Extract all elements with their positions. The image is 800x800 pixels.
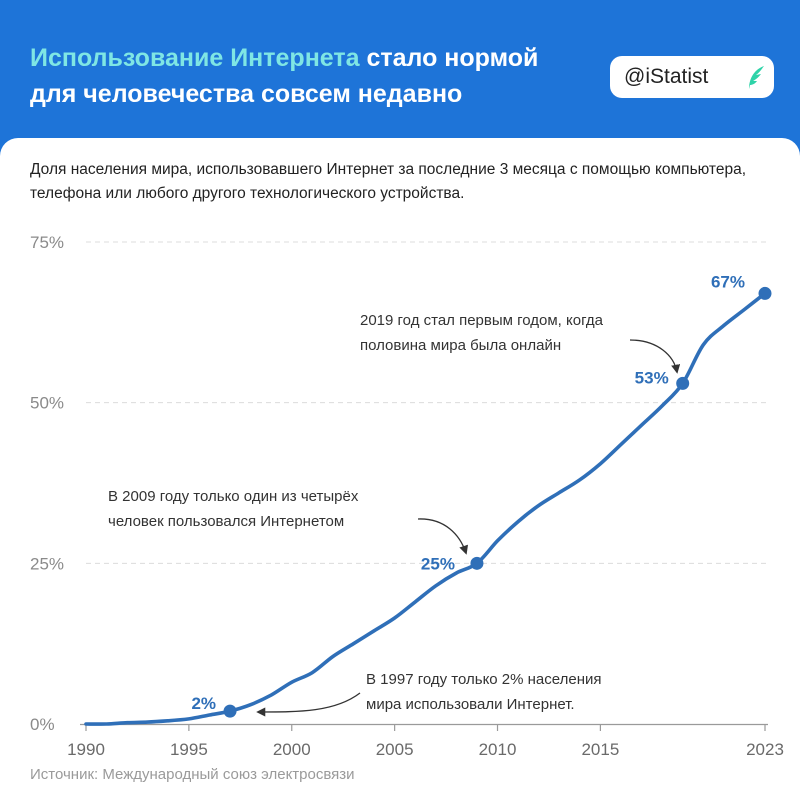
annotation-arrow [417,518,469,555]
annotation-text: 2019 год стал первым годом, когда половин… [360,312,604,354]
badge-text: @iStatist [624,65,709,88]
y-tick-label: 0% [30,715,55,734]
annotation-line: 2019 год стал первым годом, когда [360,312,604,329]
annotation-text: В 2009 году только один из четырёх челове… [108,488,359,530]
data-point [676,376,690,390]
annotation: В 1997 году только 2% населения мира испо… [256,671,602,717]
x-tick-label: 1990 [67,740,105,759]
istatist-badge[interactable]: @iStatist [610,56,774,98]
annotation-line: В 2009 году только один из четырёх [108,488,359,505]
y-tick-label: 75% [30,233,64,252]
x-tick-label: 2010 [479,740,517,759]
annotation-line: В 1997 году только 2% населения [366,671,602,688]
y-tick-label: 25% [30,554,64,573]
annotation-arrow [629,339,681,374]
annotation-line: мира использовали Интернет. [366,696,575,713]
annotation-text: В 1997 году только 2% населения мира испо… [366,671,602,713]
data-point [470,556,484,570]
data-point [758,286,772,300]
annotation: В 2009 году только один из четырёх челове… [108,488,469,555]
chart-subtitle: Доля населения мира, использовавшего Инт… [30,161,747,202]
annotation-line: человек пользовался Интернетом [108,513,344,530]
data-label: 67% [711,272,745,291]
x-tick-label: 1995 [170,740,208,759]
page-title: Использование Интернета стало нормой для… [30,40,590,112]
feather-logo-icon [749,66,764,89]
x-tick-label: 2015 [581,740,619,759]
annotation-arrow [256,692,361,717]
source-note: Источник: Международный союз электросвяз… [30,766,355,783]
data-label: 25% [421,554,455,573]
data-point [223,704,237,718]
annotation-line: половина мира была онлайн [360,337,561,354]
data-label: 53% [635,368,669,387]
series-line [84,291,767,726]
title-rest: стало нормой для человечества совсем нед… [30,44,539,108]
annotation: 2019 год стал первым годом, когда половин… [360,312,681,374]
data-label: 2% [191,694,216,713]
title-accent: Использование Интернета [30,44,360,72]
x-tick-label: 2005 [376,740,414,759]
content-card [0,138,800,800]
y-tick-label: 50% [30,394,64,413]
x-tick-label: 2023 [746,740,784,759]
x-tick-label: 2000 [273,740,311,759]
